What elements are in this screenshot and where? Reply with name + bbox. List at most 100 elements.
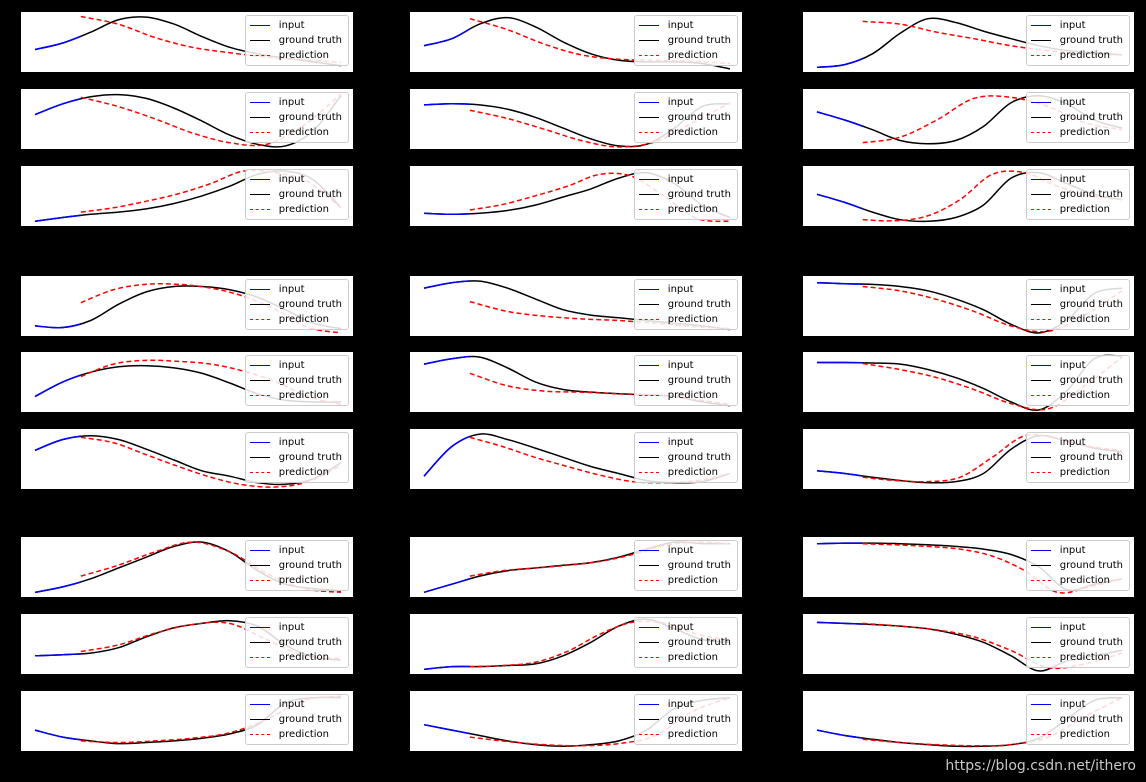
legend-label-input: input bbox=[667, 174, 694, 185]
legend-entry-input: input bbox=[1030, 435, 1123, 450]
legend-entry-prediction: prediction bbox=[249, 727, 342, 742]
legend-entry-input: input bbox=[1030, 620, 1123, 635]
legend-label-prediction: prediction bbox=[1059, 50, 1110, 61]
legend-entry-input: input bbox=[249, 18, 342, 33]
legend-label-prediction: prediction bbox=[1059, 729, 1110, 740]
legend-label-ground-truth: ground truth bbox=[278, 112, 342, 123]
legend-swatch-prediction bbox=[1030, 55, 1051, 56]
legend: input ground truth prediction bbox=[244, 169, 349, 220]
legend-entry-prediction: prediction bbox=[249, 650, 342, 665]
legend-label-prediction: prediction bbox=[667, 652, 718, 663]
legend: input ground truth prediction bbox=[1025, 617, 1130, 668]
legend-entry-input: input bbox=[1030, 697, 1123, 712]
legend-entry-input: input bbox=[1030, 95, 1123, 110]
subplot-panel: input ground truth prediction bbox=[409, 690, 743, 752]
legend-entry-ground-truth: ground truth bbox=[638, 187, 731, 202]
legend-entry-prediction: prediction bbox=[1030, 48, 1123, 63]
subplot-panel: input ground truth prediction bbox=[802, 351, 1135, 413]
legend-entry-input: input bbox=[638, 543, 731, 558]
legend-swatch-prediction bbox=[249, 209, 270, 210]
legend-label-ground-truth: ground truth bbox=[1059, 189, 1123, 200]
legend-entry-prediction: prediction bbox=[1030, 573, 1123, 588]
legend-entry-ground-truth: ground truth bbox=[249, 373, 342, 388]
legend-entry-prediction: prediction bbox=[249, 312, 342, 327]
subplot-panel: input ground truth prediction bbox=[20, 690, 354, 752]
legend-entry-ground-truth: ground truth bbox=[249, 297, 342, 312]
legend-label-ground-truth: ground truth bbox=[667, 637, 731, 648]
legend-swatch-ground-truth bbox=[638, 380, 659, 381]
legend-swatch-input bbox=[1030, 365, 1051, 366]
legend-entry-input: input bbox=[249, 282, 342, 297]
legend-entry-prediction: prediction bbox=[1030, 202, 1123, 217]
legend-swatch-prediction bbox=[249, 580, 270, 581]
legend-label-prediction: prediction bbox=[278, 467, 329, 478]
legend-entry-input: input bbox=[249, 620, 342, 635]
legend: input ground truth prediction bbox=[244, 279, 349, 330]
legend-label-prediction: prediction bbox=[1059, 390, 1110, 401]
legend: input ground truth prediction bbox=[244, 540, 349, 591]
legend: input ground truth prediction bbox=[244, 694, 349, 745]
legend-label-input: input bbox=[1059, 174, 1086, 185]
legend-swatch-ground-truth bbox=[1030, 304, 1051, 305]
subplot-panel: input ground truth prediction bbox=[802, 11, 1135, 73]
legend-entry-input: input bbox=[249, 358, 342, 373]
legend-label-ground-truth: ground truth bbox=[667, 299, 731, 310]
legend-entry-ground-truth: ground truth bbox=[638, 712, 731, 727]
legend-label-input: input bbox=[667, 97, 694, 108]
legend-entry-ground-truth: ground truth bbox=[1030, 373, 1123, 388]
ground-truth-line bbox=[34, 93, 342, 148]
legend-swatch-prediction bbox=[1030, 132, 1051, 133]
legend-swatch-ground-truth bbox=[638, 194, 659, 195]
ground-truth-line bbox=[34, 434, 342, 486]
prediction-line bbox=[80, 621, 342, 660]
legend-swatch-input bbox=[249, 25, 270, 26]
legend-label-ground-truth: ground truth bbox=[1059, 637, 1123, 648]
legend-label-input: input bbox=[278, 622, 305, 633]
legend: input ground truth prediction bbox=[633, 617, 738, 668]
legend: input ground truth prediction bbox=[633, 15, 738, 66]
legend-swatch-input bbox=[249, 550, 270, 551]
legend-entry-ground-truth: ground truth bbox=[249, 450, 342, 465]
subplot-panel: input ground truth prediction bbox=[802, 613, 1135, 675]
legend-swatch-ground-truth bbox=[249, 194, 270, 195]
legend-swatch-input bbox=[638, 365, 659, 366]
legend-entry-prediction: prediction bbox=[1030, 465, 1123, 480]
legend-label-ground-truth: ground truth bbox=[667, 112, 731, 123]
legend: input ground truth prediction bbox=[633, 279, 738, 330]
legend-label-input: input bbox=[278, 545, 305, 556]
legend-swatch-prediction bbox=[638, 319, 659, 320]
legend-swatch-input bbox=[1030, 550, 1051, 551]
legend-entry-prediction: prediction bbox=[638, 388, 731, 403]
legend-label-prediction: prediction bbox=[667, 390, 718, 401]
legend-label-prediction: prediction bbox=[1059, 204, 1110, 215]
legend: input ground truth prediction bbox=[1025, 92, 1130, 143]
subplot-panel: input ground truth prediction bbox=[409, 165, 743, 227]
legend: input ground truth prediction bbox=[1025, 540, 1130, 591]
legend-swatch-ground-truth bbox=[1030, 40, 1051, 41]
legend-swatch-prediction bbox=[1030, 319, 1051, 320]
legend: input ground truth prediction bbox=[1025, 279, 1130, 330]
legend-swatch-input bbox=[638, 179, 659, 180]
legend-label-ground-truth: ground truth bbox=[667, 452, 731, 463]
legend-swatch-input bbox=[1030, 25, 1051, 26]
legend-swatch-input bbox=[1030, 179, 1051, 180]
legend-entry-prediction: prediction bbox=[249, 388, 342, 403]
legend-swatch-input bbox=[249, 102, 270, 103]
legend-entry-input: input bbox=[249, 172, 342, 187]
legend-label-input: input bbox=[1059, 360, 1086, 371]
legend-swatch-prediction bbox=[1030, 734, 1051, 735]
legend-entry-prediction: prediction bbox=[1030, 312, 1123, 327]
legend-entry-input: input bbox=[638, 95, 731, 110]
legend-entry-prediction: prediction bbox=[249, 465, 342, 480]
legend-swatch-ground-truth bbox=[638, 457, 659, 458]
legend-swatch-input bbox=[249, 179, 270, 180]
legend-swatch-ground-truth bbox=[1030, 380, 1051, 381]
legend-label-input: input bbox=[667, 437, 694, 448]
legend: input ground truth prediction bbox=[633, 694, 738, 745]
subplot-panel: input ground truth prediction bbox=[20, 536, 354, 598]
legend-swatch-input bbox=[1030, 289, 1051, 290]
legend-swatch-input bbox=[1030, 627, 1051, 628]
legend-label-ground-truth: ground truth bbox=[278, 560, 342, 571]
legend-entry-prediction: prediction bbox=[1030, 388, 1123, 403]
legend-label-prediction: prediction bbox=[667, 50, 718, 61]
